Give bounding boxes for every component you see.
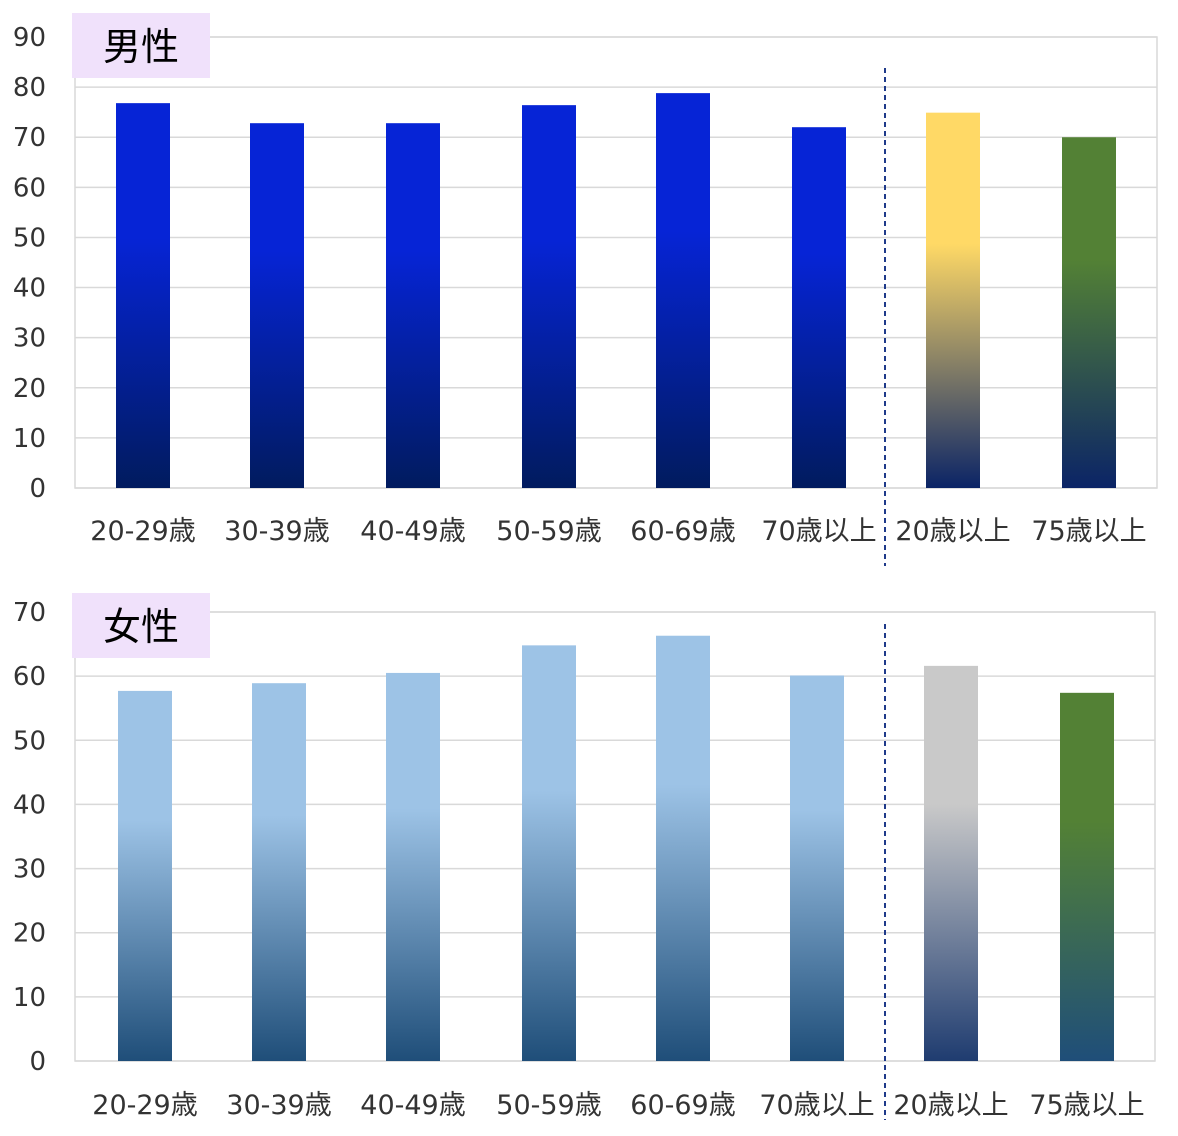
- y-tick-label: 10: [13, 424, 46, 454]
- y-tick-label: 70: [13, 123, 46, 153]
- male-y-axis-ticks: 0 10 20 30 40 50 60 70 80 90: [13, 23, 46, 504]
- bar-30-39歳: [250, 123, 304, 489]
- bar-50-59歳: [522, 645, 576, 1061]
- category-label: 60-69歳: [630, 1090, 735, 1121]
- female-gridlines: [75, 611, 1155, 1062]
- bar-40-49歳: [386, 672, 440, 1061]
- female-plot-frame: [74, 611, 1156, 1062]
- bar-40-49歳: [386, 123, 440, 489]
- category-label: 20-29歳: [92, 1090, 197, 1121]
- y-tick-label: 50: [13, 726, 46, 756]
- category-label: 70歳以上: [761, 516, 876, 547]
- category-label: 30-39歳: [224, 516, 329, 547]
- y-tick-label: 60: [13, 173, 46, 203]
- y-tick-label: 30: [13, 855, 46, 885]
- bar-60-69歳: [656, 93, 710, 488]
- y-tick-label: 20: [13, 919, 46, 949]
- bar-70歳以上: [790, 675, 844, 1061]
- y-tick-label: 80: [13, 73, 46, 103]
- category-label: 75歳以上: [1029, 1090, 1144, 1121]
- bar-20歳以上: [926, 112, 980, 488]
- category-label: 70歳以上: [759, 1090, 874, 1121]
- bar-60-69歳: [656, 635, 710, 1061]
- y-tick-label: 50: [13, 223, 46, 253]
- male-chart: 0 10 20 30 40 50 60 70 80 90 20-29歳 30-39歳 40-49歳 50…: [13, 13, 1158, 566]
- y-tick-label: 0: [29, 1047, 46, 1077]
- category-label: 20-29歳: [90, 516, 195, 547]
- y-tick-label: 90: [13, 23, 46, 53]
- bar-75歳以上: [1060, 692, 1114, 1061]
- female-category-labels: 20-29歳 30-39歳 40-49歳 50-59歳 60-69歳 70歳以上 20歳以上…: [92, 1090, 1144, 1121]
- category-label: 60-69歳: [630, 516, 735, 547]
- category-label: 20歳以上: [893, 1090, 1008, 1121]
- y-tick-label: 40: [13, 274, 46, 304]
- bar-70歳以上: [792, 127, 846, 488]
- y-tick-label: 70: [13, 598, 46, 628]
- bar-20歳以上: [924, 665, 978, 1061]
- category-label: 75歳以上: [1031, 516, 1146, 547]
- female-chart: 0 10 20 30 40 50 60 70 20-29歳 30-39歳 40-49歳 50-59歳…: [13, 593, 1156, 1121]
- y-tick-label: 0: [29, 474, 46, 504]
- male-gridlines: [75, 36, 1157, 489]
- male-chart-title: 男性: [103, 25, 179, 69]
- bar-75歳以上: [1062, 137, 1116, 488]
- male-bars: [116, 93, 1116, 489]
- female-title-badge: [72, 593, 210, 658]
- category-label: 30-39歳: [226, 1090, 331, 1121]
- bar-50-59歳: [522, 105, 576, 488]
- y-tick-label: 60: [13, 662, 46, 692]
- male-category-labels: 20-29歳 30-39歳 40-49歳 50-59歳 60-69歳 70歳以上 20歳以上…: [90, 516, 1146, 547]
- female-bars: [118, 635, 1114, 1061]
- female-y-axis-ticks: 0 10 20 30 40 50 60 70: [13, 598, 46, 1077]
- bar-30-39歳: [252, 683, 306, 1061]
- y-tick-label: 40: [13, 790, 46, 820]
- category-label: 50-59歳: [496, 1090, 601, 1121]
- category-label: 50-59歳: [496, 516, 601, 547]
- category-label: 20歳以上: [895, 516, 1010, 547]
- bar-20-29歳: [116, 103, 170, 488]
- y-tick-label: 30: [13, 324, 46, 354]
- male-title-badge: [72, 13, 210, 78]
- female-chart-title: 女性: [103, 605, 179, 649]
- y-tick-label: 10: [13, 983, 46, 1013]
- category-label: 40-49歳: [360, 516, 465, 547]
- category-label: 40-49歳: [360, 1090, 465, 1121]
- bar-20-29歳: [118, 690, 172, 1061]
- y-tick-label: 20: [13, 374, 46, 404]
- male-plot-frame: [74, 36, 1158, 489]
